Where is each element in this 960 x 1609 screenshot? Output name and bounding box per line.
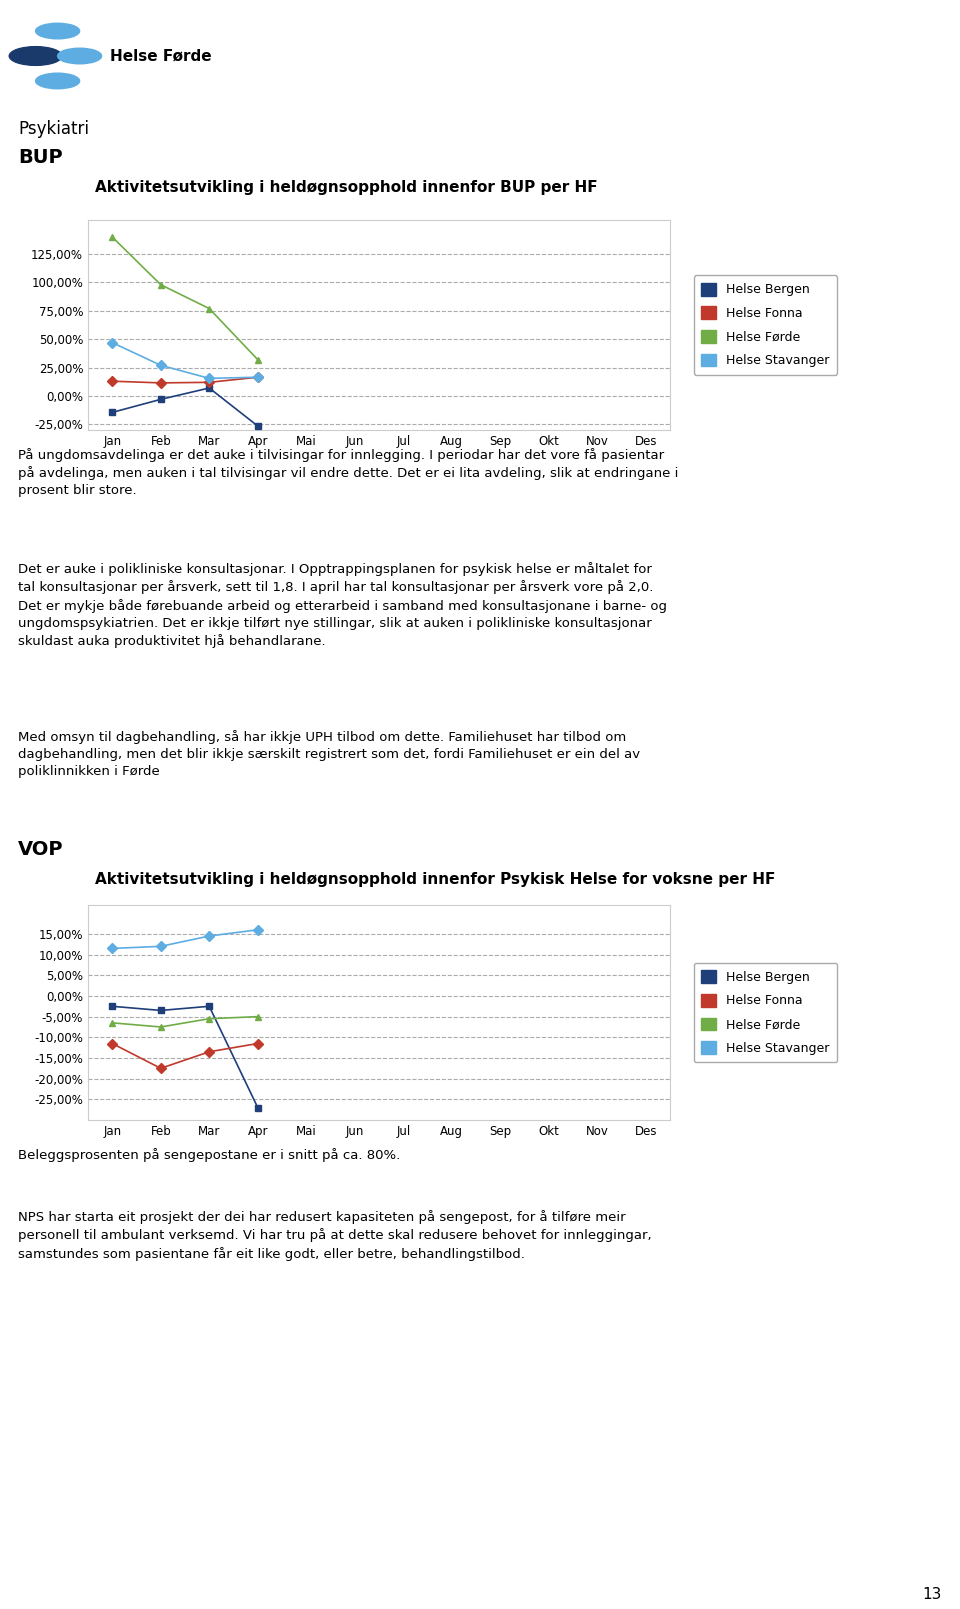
Helse Førde [107,227,118,246]
Text: Det er auke i polikliniske konsultasjonar. I Opptrappingsplanen for psykisk hels: Det er auke i polikliniske konsultasjona… [18,562,667,648]
Helse Bergen [107,996,118,1015]
Helse Fonna [252,367,263,386]
Circle shape [36,72,80,88]
Helse Bergen [107,402,118,422]
Text: Aktivitetsutvikling i heldøgnsopphold innenfor BUP per HF: Aktivitetsutvikling i heldøgnsopphold in… [95,180,598,195]
Legend: Helse Bergen, Helse Fonna, Helse Førde, Helse Stavanger: Helse Bergen, Helse Fonna, Helse Førde, … [694,275,837,375]
Helse Førde [252,1007,263,1027]
Text: BUP: BUP [18,148,62,167]
Helse Fonna [107,372,118,391]
Line: Helse Fonna: Helse Fonna [108,373,261,386]
Helse Fonna [155,373,166,393]
Helse Bergen [155,1001,166,1020]
Helse Førde [204,299,215,319]
Helse Fonna [107,1035,118,1054]
Text: 13: 13 [923,1586,942,1603]
Text: Psykiatri: Psykiatri [18,121,89,138]
Helse Førde [107,1014,118,1033]
Text: Med omsyn til dagbehandling, så har ikkje UPH tilbod om dette. Familiehuset har : Med omsyn til dagbehandling, så har ikkj… [18,730,640,779]
Helse Stavanger [155,356,166,375]
Text: Helse Førde: Helse Førde [110,48,212,63]
Helse Fonna [204,1043,215,1062]
Helse Bergen [252,1097,263,1117]
Text: VOP: VOP [18,840,63,859]
Line: Helse Bergen: Helse Bergen [108,385,261,430]
Helse Førde [155,275,166,294]
Helse Bergen [155,389,166,409]
Helse Stavanger [107,333,118,352]
Line: Helse Førde: Helse Førde [108,233,261,364]
Line: Helse Førde: Helse Førde [108,1014,261,1030]
Text: Beleggsprosenten på sengepostane er i snitt på ca. 80%.: Beleggsprosenten på sengepostane er i sn… [18,1147,400,1162]
Line: Helse Stavanger: Helse Stavanger [108,927,261,953]
Helse Bergen [204,378,215,397]
Helse Stavanger [204,368,215,388]
Helse Førde [252,351,263,370]
Helse Fonna [252,1035,263,1054]
Helse Bergen [252,417,263,436]
Text: På ungdomsavdelinga er det auke i tilvisingar for innlegging. I periodar har det: På ungdomsavdelinga er det auke i tilvis… [18,447,679,497]
Helse Stavanger [107,938,118,957]
Helse Fonna [155,1059,166,1078]
Helse Stavanger [252,367,263,386]
Text: Aktivitetsutvikling i heldøgnsopphold innenfor Psykisk Helse for voksne per HF: Aktivitetsutvikling i heldøgnsopphold in… [95,872,776,887]
Legend: Helse Bergen, Helse Fonna, Helse Førde, Helse Stavanger: Helse Bergen, Helse Fonna, Helse Førde, … [694,962,837,1062]
Helse Fonna [204,373,215,393]
Helse Stavanger [155,936,166,956]
Line: Helse Fonna: Helse Fonna [108,1039,261,1072]
Helse Bergen [204,996,215,1015]
Text: NPS har starta eit prosjekt der dei har redusert kapasiteten på sengepost, for å: NPS har starta eit prosjekt der dei har … [18,1210,652,1261]
Line: Helse Bergen: Helse Bergen [108,1002,261,1112]
Line: Helse Stavanger: Helse Stavanger [108,339,261,381]
Circle shape [58,48,102,64]
Circle shape [36,23,80,39]
Helse Førde [155,1017,166,1036]
Helse Førde [204,1009,215,1028]
Helse Stavanger [252,920,263,940]
Circle shape [10,47,62,66]
Helse Stavanger [204,927,215,946]
